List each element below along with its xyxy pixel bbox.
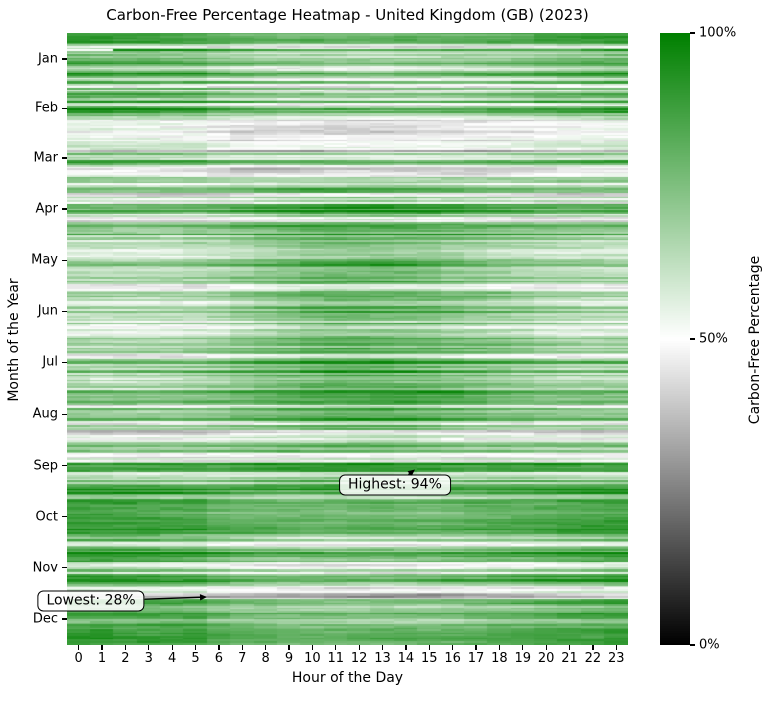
- heatmap-plot-area: [67, 33, 628, 645]
- x-tick-label-4: 4: [168, 651, 176, 666]
- colorbar-tick-mark: [690, 338, 695, 339]
- y-tick-label-dec: Dec: [0, 612, 58, 627]
- y-tick-mark: [62, 465, 67, 466]
- x-tick-mark: [499, 645, 500, 650]
- x-tick-label-3: 3: [145, 651, 153, 666]
- x-tick-mark: [265, 645, 266, 650]
- y-tick-label-mar: Mar: [0, 150, 58, 165]
- y-tick-mark: [62, 618, 67, 619]
- x-tick-label-6: 6: [215, 651, 223, 666]
- colorbar-gradient: [660, 33, 690, 645]
- x-tick-label-11: 11: [328, 651, 345, 666]
- x-tick-mark: [335, 645, 336, 650]
- y-tick-mark: [62, 516, 67, 517]
- y-tick-mark: [62, 362, 67, 363]
- x-tick-mark: [569, 645, 570, 650]
- x-tick-mark: [242, 645, 243, 650]
- colorbar-tick-label-100: 100%: [699, 26, 736, 41]
- x-tick-label-18: 18: [491, 651, 508, 666]
- x-tick-mark: [288, 645, 289, 650]
- y-tick-label-jan: Jan: [0, 51, 58, 66]
- x-tick-label-8: 8: [262, 651, 270, 666]
- annotation-lowest: Lowest: 28%: [37, 591, 144, 612]
- x-tick-label-23: 23: [608, 651, 625, 666]
- y-tick-label-apr: Apr: [0, 202, 58, 217]
- x-tick-label-7: 7: [238, 651, 246, 666]
- y-tick-label-feb: Feb: [0, 101, 58, 116]
- y-tick-mark: [62, 208, 67, 209]
- colorbar-tick-mark: [690, 644, 695, 645]
- x-tick-mark: [522, 645, 523, 650]
- colorbar-tick-label-50: 50%: [699, 332, 728, 347]
- x-tick-mark: [125, 645, 126, 650]
- x-tick-mark: [195, 645, 196, 650]
- y-tick-label-oct: Oct: [0, 509, 58, 524]
- x-tick-mark: [218, 645, 219, 650]
- x-tick-mark: [405, 645, 406, 650]
- x-tick-mark: [546, 645, 547, 650]
- x-tick-label-10: 10: [304, 651, 321, 666]
- x-tick-label-15: 15: [421, 651, 438, 666]
- chart-title: Carbon-Free Percentage Heatmap - United …: [67, 6, 628, 24]
- x-tick-label-13: 13: [374, 651, 391, 666]
- x-tick-label-0: 0: [75, 651, 83, 666]
- x-tick-label-14: 14: [398, 651, 415, 666]
- x-tick-mark: [429, 645, 430, 650]
- y-tick-mark: [62, 414, 67, 415]
- x-tick-label-12: 12: [351, 651, 368, 666]
- x-tick-mark: [475, 645, 476, 650]
- annotation-highest: Highest: 94%: [339, 475, 451, 496]
- y-tick-label-nov: Nov: [0, 560, 58, 575]
- y-tick-mark: [62, 260, 67, 261]
- y-tick-mark: [62, 108, 67, 109]
- x-tick-label-1: 1: [98, 651, 106, 666]
- x-tick-mark: [616, 645, 617, 650]
- x-tick-label-22: 22: [585, 651, 602, 666]
- y-tick-mark: [62, 58, 67, 59]
- x-tick-label-19: 19: [515, 651, 532, 666]
- x-tick-label-17: 17: [468, 651, 485, 666]
- x-tick-label-20: 20: [538, 651, 555, 666]
- x-tick-label-5: 5: [191, 651, 199, 666]
- x-tick-mark: [452, 645, 453, 650]
- colorbar-tick-mark: [690, 32, 695, 33]
- heatmap-figure: Carbon-Free Percentage Heatmap - United …: [0, 0, 770, 701]
- x-tick-label-16: 16: [444, 651, 461, 666]
- x-tick-mark: [312, 645, 313, 650]
- x-tick-mark: [78, 645, 79, 650]
- x-tick-mark: [148, 645, 149, 650]
- x-tick-mark: [592, 645, 593, 650]
- y-tick-mark: [62, 567, 67, 568]
- x-tick-mark: [359, 645, 360, 650]
- y-tick-label-sep: Sep: [0, 458, 58, 473]
- x-tick-mark: [382, 645, 383, 650]
- x-tick-label-9: 9: [285, 651, 293, 666]
- x-tick-mark: [101, 645, 102, 650]
- colorbar-label: Carbon-Free Percentage: [747, 250, 763, 430]
- x-tick-label-21: 21: [561, 651, 578, 666]
- y-tick-mark: [62, 157, 67, 158]
- x-tick-label-2: 2: [121, 651, 129, 666]
- heatmap-canvas: [67, 33, 628, 645]
- x-tick-mark: [172, 645, 173, 650]
- y-axis-label: Month of the Year: [6, 265, 22, 415]
- x-axis-label: Hour of the Day: [67, 670, 628, 686]
- y-tick-mark: [62, 311, 67, 312]
- colorbar-tick-label-0: 0%: [699, 638, 720, 653]
